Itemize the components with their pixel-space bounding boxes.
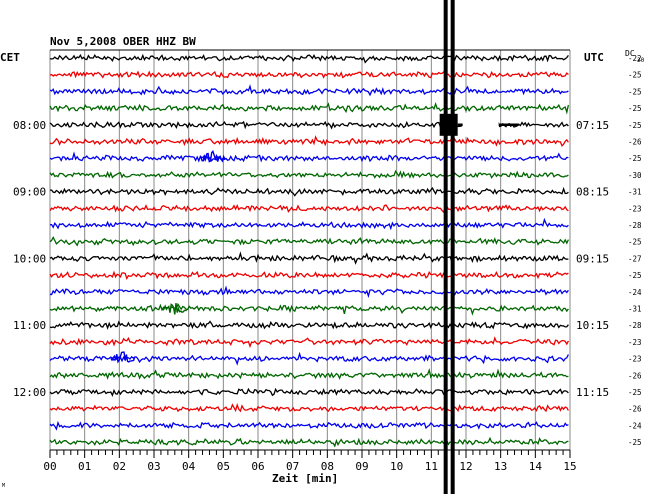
x-tick-label-06: 06 (251, 460, 264, 473)
x-tick-label-12: 12 (459, 460, 472, 473)
x-tick-label-00: 00 (43, 460, 56, 473)
dc-offset-label-23: -25 (628, 438, 642, 447)
trace-9 (49, 203, 569, 214)
dc-offset-label-4: -25 (628, 121, 642, 130)
right-hour-label-08:15: 08:15 (576, 186, 609, 199)
saturation-band-right (450, 0, 455, 494)
dc-offset-label-16: -28 (628, 321, 642, 330)
x-tick-label-15: 15 (563, 460, 576, 473)
dc-offset-label-3: -25 (628, 104, 642, 113)
trace-2 (49, 84, 569, 97)
dc-offset-label-0: -22 (628, 54, 642, 63)
event-burst-0 (439, 113, 458, 136)
dc-offset-label-15: -31 (628, 305, 642, 314)
x-tick-label-10: 10 (390, 460, 403, 473)
dc-header-first: 20 (637, 57, 645, 64)
event-burst-2 (110, 351, 136, 364)
label-layer: 00 01 02 03 04 05 06 07 08 09 10 11 12 13 14 15 08:00 09:… (13, 54, 642, 473)
dc-header: DC (625, 49, 635, 58)
trace-11 (49, 236, 569, 247)
left-axis-title: CET (0, 51, 20, 64)
dc-offset-label-5: -26 (628, 138, 642, 147)
x-axis-label: Zeit [min] (272, 472, 338, 485)
dc-offset-label-21: -26 (628, 405, 642, 414)
right-hour-label-09:15: 09:15 (576, 252, 609, 265)
trace-6 (49, 151, 569, 163)
trace-layer (49, 53, 570, 448)
dc-offset-label-1: -25 (628, 71, 642, 80)
trace-7 (49, 169, 569, 179)
x-tick-label-13: 13 (494, 460, 507, 473)
trace-18 (49, 351, 569, 366)
left-hour-label-10:00: 10:00 (13, 252, 46, 265)
grid-layer (49, 50, 571, 450)
dc-offset-label-9: -23 (628, 204, 642, 213)
dc-offset-label-7: -30 (628, 171, 642, 180)
left-hour-label-08:00: 08:00 (13, 119, 46, 132)
x-tick-label-02: 02 (113, 460, 126, 473)
axis-layer (49, 49, 571, 458)
trace-20 (49, 387, 569, 398)
trace-12 (49, 251, 569, 265)
event-clip-gap-0 (462, 112, 499, 137)
event-layer (110, 0, 519, 494)
trace-19 (49, 367, 569, 380)
right-axis-title: UTC (584, 51, 604, 64)
dc-offset-label-11: -25 (628, 238, 642, 247)
trace-8 (50, 186, 569, 197)
dc-offset-label-10: -28 (628, 221, 642, 230)
trace-21 (49, 402, 569, 413)
dc-offset-label-14: -24 (628, 288, 642, 297)
saturation-band-left (443, 0, 448, 494)
x-tick-label-04: 04 (182, 460, 196, 473)
trace-1 (49, 70, 569, 79)
chart-title: Nov 5,2008 OBER HHZ BW (50, 35, 196, 48)
trace-16 (49, 320, 569, 330)
x-tick-label-09: 09 (355, 460, 368, 473)
trace-23 (49, 436, 569, 448)
event-burst-1 (200, 150, 226, 163)
trace-10 (49, 217, 569, 231)
dc-offset-label-6: -25 (628, 154, 642, 163)
dc-offset-label-13: -25 (628, 271, 642, 280)
trace-13 (49, 270, 569, 280)
trace-15 (49, 302, 569, 316)
trace-14 (49, 285, 569, 299)
left-hour-label-09:00: 09:00 (13, 186, 46, 199)
dc-offset-label-19: -26 (628, 371, 642, 380)
right-hour-label-10:15: 10:15 (576, 319, 609, 332)
trace-22 (49, 420, 569, 431)
right-hour-label-11:15: 11:15 (576, 386, 609, 399)
x-tick-label-11: 11 (425, 460, 438, 473)
dc-offset-label-12: -27 (628, 254, 642, 263)
x-tick-label-05: 05 (217, 460, 230, 473)
dc-offset-label-20: -25 (628, 388, 642, 397)
dc-offset-label-22: -24 (628, 421, 642, 430)
trace-0 (49, 53, 569, 64)
dc-offset-label-17: -23 (628, 338, 642, 347)
trace-17 (49, 336, 569, 349)
x-tick-label-14: 14 (529, 460, 543, 473)
trace-3 (49, 101, 570, 115)
x-tick-label-03: 03 (147, 460, 160, 473)
x-tick-label-01: 01 (78, 460, 91, 473)
x-tick-label-07: 07 (286, 460, 299, 473)
corner-mark: M (2, 483, 5, 489)
dc-offset-label-18: -23 (628, 355, 642, 364)
left-hour-label-11:00: 11:00 (13, 319, 46, 332)
event-burst-3 (162, 303, 187, 315)
left-hour-label-12:00: 12:00 (13, 386, 46, 399)
dc-offset-label-8: -31 (628, 188, 642, 197)
x-tick-label-08: 08 (321, 460, 334, 473)
dc-offset-label-2: -25 (628, 87, 642, 96)
right-hour-label-07:15: 07:15 (576, 119, 609, 132)
trace-5 (49, 135, 569, 147)
